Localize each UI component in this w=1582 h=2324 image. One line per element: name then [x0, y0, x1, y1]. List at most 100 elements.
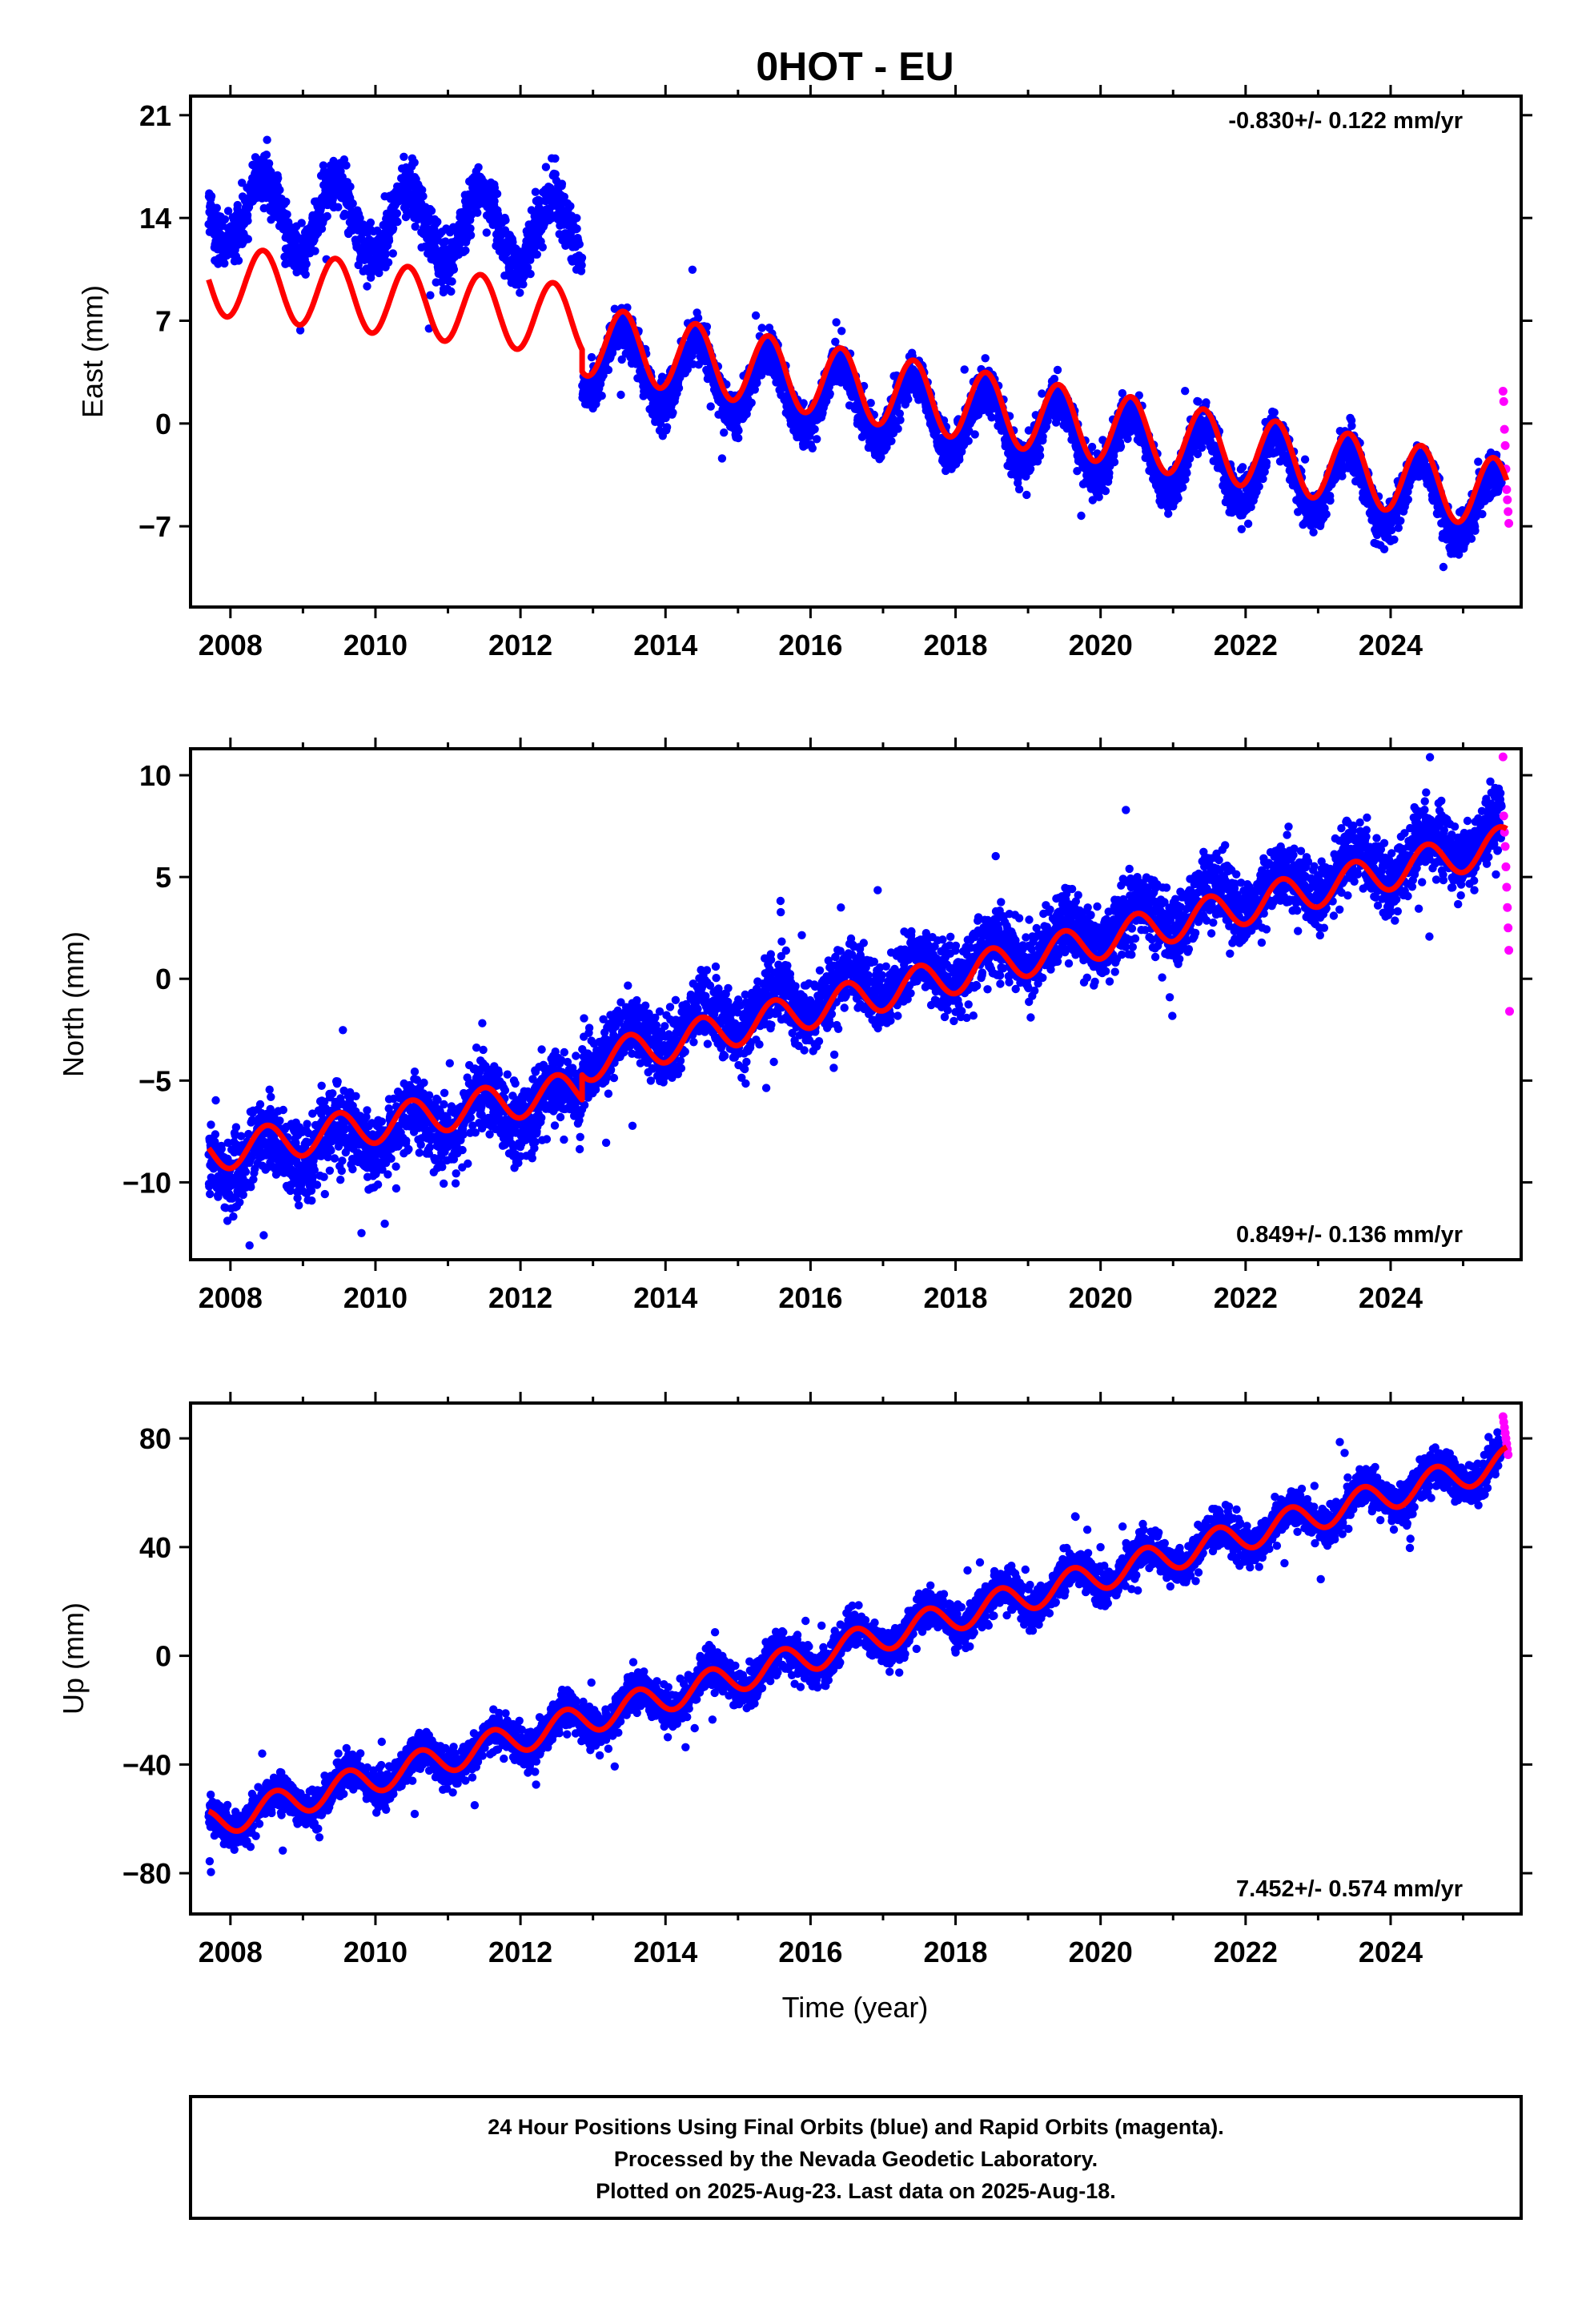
final-orbit-point — [557, 179, 567, 188]
final-orbit-point — [381, 249, 391, 259]
final-orbit-point — [207, 191, 216, 201]
final-orbit-point — [572, 224, 581, 233]
final-orbit-point — [688, 265, 697, 274]
final-orbit-point — [295, 326, 305, 335]
final-orbit-point — [669, 408, 677, 417]
final-orbit-point — [427, 207, 436, 215]
final-orbit-point — [355, 214, 364, 223]
final-orbit-point — [531, 187, 540, 196]
final-orbit-point — [400, 152, 408, 161]
final-orbit-point — [426, 291, 435, 300]
final-orbit-point — [1467, 534, 1476, 543]
final-orbit-point — [810, 424, 819, 434]
final-orbit-point — [448, 277, 456, 286]
final-orbit-point — [297, 219, 306, 227]
final-orbit-point — [970, 430, 979, 439]
final-orbit-point — [410, 158, 419, 167]
final-orbit-point — [1022, 490, 1031, 500]
final-orbit-point — [560, 192, 568, 201]
final-orbit-point — [311, 247, 319, 255]
final-orbit-point — [1300, 455, 1310, 464]
final-orbit-point — [616, 390, 625, 400]
final-orbit-point — [674, 384, 684, 392]
final-orbit-point — [375, 268, 383, 278]
final-orbit-point — [317, 224, 327, 233]
final-orbit-point — [757, 324, 766, 332]
final-orbit-point — [1123, 434, 1132, 444]
final-orbit-point — [1050, 374, 1059, 384]
final-orbit-point — [490, 197, 499, 206]
final-orbit-point — [482, 228, 491, 237]
final-orbit-point — [388, 249, 397, 258]
final-orbit-point — [283, 210, 291, 219]
final-orbit-point — [519, 279, 528, 289]
final-orbit-point — [964, 436, 973, 445]
final-orbit-point — [734, 433, 743, 443]
final-orbit-point — [599, 371, 608, 380]
final-orbit-point — [1014, 485, 1024, 494]
final-orbit-point — [887, 436, 896, 445]
final-orbit-point — [523, 263, 532, 272]
final-orbit-point — [366, 218, 375, 227]
final-orbit-point — [750, 385, 759, 394]
final-orbit-point — [1174, 494, 1182, 503]
final-orbit-point — [1101, 486, 1110, 496]
final-orbit-point — [751, 311, 761, 320]
final-orbit-point — [493, 210, 503, 219]
station-title: 0HOT - EU — [756, 44, 954, 89]
final-orbit-point — [706, 402, 715, 411]
final-orbit-point — [1403, 495, 1413, 504]
final-orbit-point — [1077, 511, 1086, 521]
final-orbit-point — [1471, 526, 1480, 535]
final-orbit-point — [1243, 519, 1253, 529]
final-orbit-point — [1116, 442, 1126, 451]
final-orbit-point — [363, 282, 371, 291]
final-orbit-point — [532, 250, 541, 259]
final-orbit-point — [541, 163, 551, 171]
final-orbit-point — [274, 174, 283, 183]
final-orbit-point — [955, 455, 964, 464]
final-orbit-point — [577, 261, 586, 270]
east-panel: 2008 2010 2012 2014 2016 2018 2020 2022 20242114… — [76, 85, 1532, 661]
final-orbit-point — [263, 135, 271, 144]
final-orbit-point — [1094, 493, 1103, 501]
final-orbit-point — [1439, 562, 1448, 572]
final-orbit-point — [461, 246, 470, 255]
final-orbit-point — [1390, 535, 1399, 544]
final-orbit-point — [526, 269, 535, 279]
final-orbit-point — [433, 217, 442, 227]
final-orbit-point — [1181, 387, 1190, 396]
final-orbit-point — [1237, 525, 1247, 533]
final-orbit-point — [275, 186, 284, 195]
final-orbit-point — [418, 186, 427, 195]
final-orbit-point — [334, 203, 343, 211]
final-orbit-point — [466, 224, 475, 233]
final-orbit-point — [693, 313, 703, 323]
final-orbit-point — [262, 151, 271, 159]
final-orbit-point — [1238, 463, 1247, 472]
final-orbit-point — [234, 256, 243, 265]
final-orbit-point — [393, 217, 402, 227]
final-orbit-point — [896, 416, 905, 424]
final-orbit-point — [516, 288, 524, 297]
final-orbit-point — [575, 239, 584, 249]
final-orbit-point — [1194, 397, 1203, 406]
final-orbit-point — [342, 161, 351, 170]
final-orbit-point — [1322, 510, 1331, 519]
final-orbit-point — [1309, 528, 1318, 537]
final-orbit-point — [734, 426, 743, 435]
final-orbit-point — [474, 163, 483, 172]
final-orbit-point — [1262, 458, 1271, 467]
final-orbit-point — [282, 197, 291, 207]
final-orbit-point — [1087, 442, 1097, 452]
final-orbit-point — [1255, 482, 1263, 491]
final-orbit-point — [220, 259, 229, 268]
final-orbit-point — [1038, 432, 1047, 441]
final-orbit-point — [617, 355, 626, 364]
final-orbit-point — [1182, 468, 1191, 477]
final-orbit-point — [808, 444, 817, 452]
final-orbit-point — [597, 392, 606, 400]
final-orbit-point — [981, 354, 990, 363]
final-orbit-point — [492, 189, 502, 199]
final-orbit-point — [1326, 496, 1335, 505]
